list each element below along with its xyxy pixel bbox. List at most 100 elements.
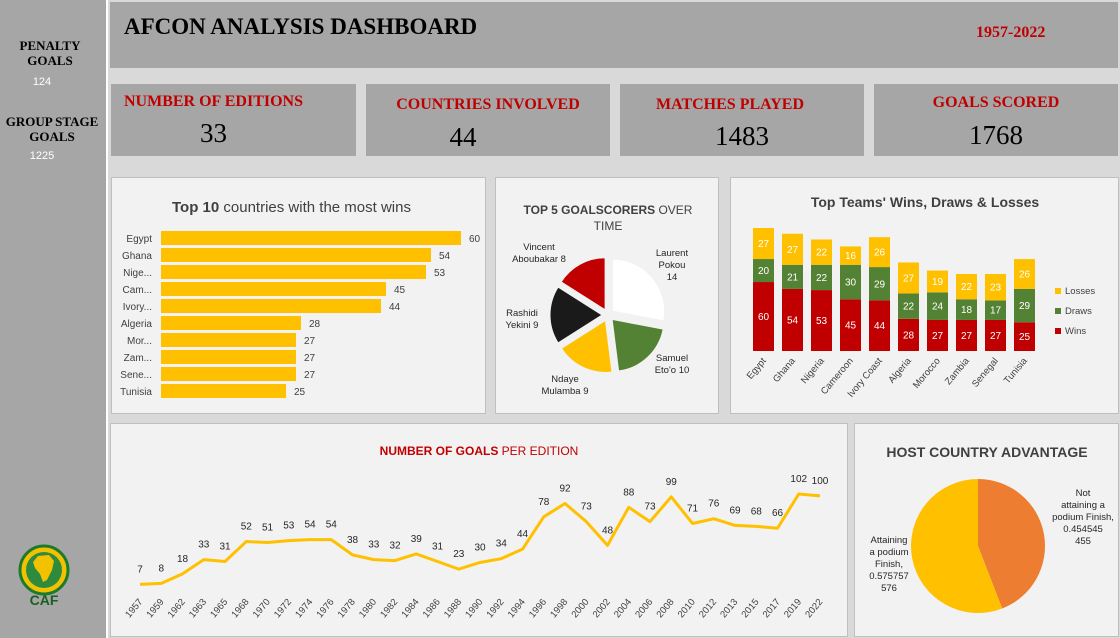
wdl-value-label: 19: [932, 277, 944, 288]
wdl-legend-swatch: [1055, 328, 1061, 334]
goals-data-label: 54: [326, 520, 338, 531]
top10-value-label: 45: [394, 285, 406, 296]
scorer-slice: [612, 258, 666, 322]
wdl-value-label: 23: [990, 283, 1002, 294]
group-stage-goals-label: GROUP STAGE GOALS: [5, 114, 99, 144]
kpi-matches-value: 1483: [715, 121, 769, 151]
goals-title-bold: NUMBER OF GOALS: [380, 444, 499, 458]
top10-value-label: 28: [309, 319, 321, 330]
goals-per-edition-chart: NUMBER OF GOALS PER EDITION 7 1957 8 1959 18…: [123, 444, 829, 620]
wdl-segment-wins: [782, 288, 803, 351]
wdl-value-label: 16: [845, 251, 857, 262]
scorer-slice: [549, 286, 603, 344]
wdl-segment-losses: [869, 237, 890, 268]
goals-year-label: 1978: [336, 597, 358, 620]
top10-category-label: Ghana: [122, 251, 152, 262]
goals-data-label: 31: [219, 542, 231, 553]
goals-year-label: 2008: [655, 597, 677, 620]
goals-year-label: 1990: [463, 597, 485, 620]
wdl-value-label: 29: [1019, 301, 1031, 312]
wdl-category-label: Ghana: [771, 355, 798, 384]
wdl-segment-losses: [753, 228, 774, 260]
goals-data-label: 76: [708, 499, 720, 510]
wdl-category-label: Senegal: [970, 356, 1001, 390]
top10-value-label: 60: [469, 234, 481, 245]
goals-data-label: 8: [158, 563, 164, 574]
top10-bar: [161, 265, 426, 279]
goals-data-label: 51: [262, 523, 274, 534]
goals-year-label: 1974: [293, 597, 315, 620]
wdl-segment-wins: [840, 299, 861, 351]
wdl-value-label: 27: [961, 331, 973, 342]
kpi-goals: GOALS SCORED 1768: [874, 84, 1118, 156]
goals-data-label: 100: [812, 476, 829, 487]
caf-logo-text: CAF: [30, 592, 59, 608]
wdl-segment-draws: [840, 264, 861, 300]
wdl-segment-wins: [1014, 322, 1035, 351]
goals-title-rest: PER EDITION: [498, 444, 578, 458]
kpi-countries-value: 44: [449, 122, 477, 152]
wdl-value-label: 17: [990, 306, 1002, 317]
goals-data-label: 53: [283, 521, 295, 532]
goals-year-label: 2013: [718, 597, 740, 620]
goals-data-label: 38: [347, 535, 359, 546]
wdl-value-label: 18: [961, 305, 973, 316]
goals-year-label: 1970: [251, 597, 273, 620]
goals-data-label: 44: [517, 529, 529, 540]
top10-bar: [161, 299, 381, 313]
top10-value-label: 27: [304, 336, 316, 347]
wdl-segment-draws: [985, 300, 1006, 320]
caf-logo: CAF: [18, 544, 70, 608]
wdl-value-label: 29: [874, 279, 886, 290]
goals-year-label: 1957: [123, 597, 145, 620]
wdl-value-label: 26: [874, 248, 886, 259]
goals-data-label: 78: [538, 497, 550, 508]
goals-data-label: 18: [177, 554, 189, 565]
wdl-value-label: 24: [932, 302, 944, 313]
goals-data-label: 31: [432, 542, 444, 553]
goals-data-label: 23: [453, 549, 465, 560]
top10-wins-chart: Top 10 countries with the most wins Egyp…: [120, 199, 481, 398]
scorer-label: Ndaye Mulamba 9: [542, 374, 589, 397]
goals-year-label: 1996: [527, 597, 549, 620]
goals-year-label: 1994: [506, 597, 528, 620]
kpi-editions: NUMBER OF EDITIONS 33: [111, 84, 356, 156]
top10-value-label: 44: [389, 302, 401, 313]
wdl-value-label: 22: [816, 248, 828, 259]
sidebar: PENALTY GOALS 124 GROUP STAGE GOALS 1225…: [0, 0, 108, 638]
wdl-segment-wins: [898, 318, 919, 351]
top10-value-label: 54: [439, 251, 451, 262]
wdl-segment-losses: [985, 273, 1006, 301]
goals-data-label: 30: [474, 542, 486, 553]
goals-year-label: 1988: [442, 597, 464, 620]
goals-year-label: 1982: [378, 597, 400, 620]
goals-data-label: 69: [729, 505, 741, 516]
scorer-slice: [560, 257, 606, 311]
top10-category-label: Cam...: [123, 285, 152, 296]
top10-category-label: Algeria: [121, 319, 153, 330]
top10-category-label: Zam...: [124, 353, 152, 364]
top10-wins-panel: Top 10 countries with the most wins Egyp…: [111, 177, 486, 414]
wdl-segment-losses: [840, 246, 861, 265]
kpi-editions-label: NUMBER OF EDITIONS: [124, 93, 303, 110]
scorer-slice: [560, 319, 613, 373]
kpi-countries: COUNTRIES INVOLVED 44: [366, 84, 610, 156]
scorer-label: Rashidi Yekini 9: [506, 308, 539, 331]
wdl-value-label: 54: [787, 315, 799, 326]
wdl-segment-wins: [927, 319, 948, 351]
goals-data-label: 7: [137, 564, 143, 575]
wdl-legend-label: Losses: [1065, 286, 1095, 297]
goals-data-label: 71: [687, 503, 699, 514]
goals-year-label: 1984: [400, 597, 422, 620]
wdl-value-label: 30: [845, 278, 857, 289]
goals-data-label: 102: [790, 474, 807, 485]
wdl-category-label: Egypt: [745, 356, 769, 382]
wdl-segment-wins: [956, 319, 977, 351]
scorers-title-bold: TOP 5 GOALSCORERS: [524, 203, 656, 217]
goals-year-label: 2010: [676, 597, 698, 620]
wdl-value-label: 53: [816, 316, 828, 327]
goals-data-label: 33: [198, 540, 210, 551]
wdl-segment-draws: [869, 267, 890, 301]
goals-data-label: 73: [644, 502, 656, 513]
dashboard-title: AFCON ANALYSIS DASHBOARD: [124, 14, 478, 39]
